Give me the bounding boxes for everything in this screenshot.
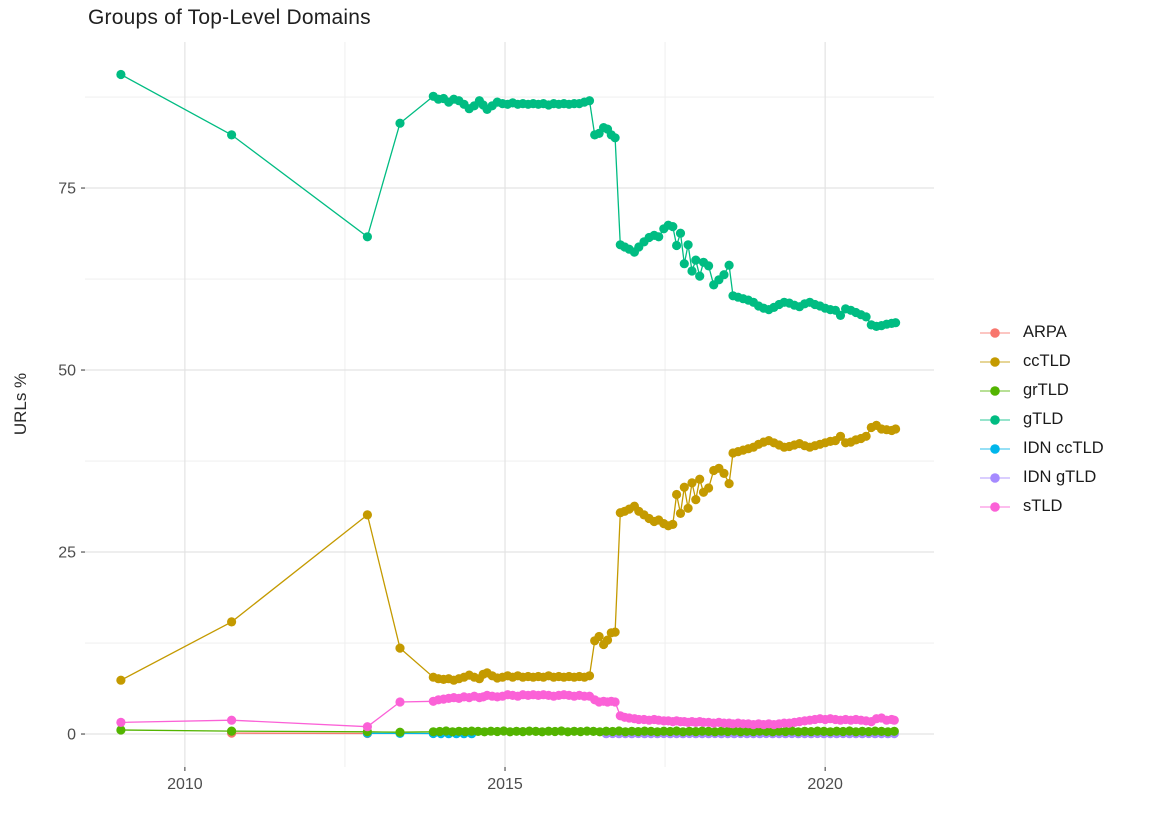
series-grtld [116, 725, 899, 737]
legend-item-gtld: gTLD [978, 405, 1104, 434]
legend: ARPA ccTLD grTLD gTLD IDN ccTLD IDN gTLD sTLD [978, 318, 1104, 521]
legend-item-idn-cctld: IDN ccTLD [978, 434, 1104, 463]
series-stld [116, 690, 899, 732]
svg-text:25: 25 [58, 545, 76, 562]
legend-key-icon [980, 472, 1010, 483]
legend-label: sTLD [1023, 497, 1063, 515]
legend-key-icon [980, 356, 1010, 367]
legend-label: ccTLD [1023, 352, 1071, 370]
legend-label: ARPA [1023, 323, 1067, 341]
legend-key-icon [980, 414, 1010, 425]
series-gtld [116, 69, 901, 331]
legend-label: gTLD [1023, 410, 1064, 428]
series-arpa [227, 728, 372, 739]
svg-text:2015: 2015 [487, 776, 523, 793]
svg-text:75: 75 [58, 181, 76, 198]
legend-item-arpa: ARPA [978, 318, 1104, 347]
svg-text:2020: 2020 [807, 776, 843, 793]
legend-key-icon [980, 327, 1010, 338]
legend-item-cctld: ccTLD [978, 347, 1104, 376]
svg-text:2010: 2010 [167, 776, 203, 793]
legend-key-icon [980, 385, 1010, 396]
svg-text:0: 0 [67, 727, 76, 744]
legend-key-icon [980, 443, 1010, 454]
legend-label: grTLD [1023, 381, 1069, 399]
legend-key-icon [980, 501, 1010, 512]
legend-label: IDN ccTLD [1023, 439, 1104, 457]
legend-item-grtld: grTLD [978, 376, 1104, 405]
chart-title: Groups of Top-Level Domains [88, 6, 371, 29]
legend-label: IDN gTLD [1023, 468, 1097, 486]
series-cctld [116, 420, 901, 685]
legend-item-stld: sTLD [978, 492, 1104, 521]
svg-text:50: 50 [58, 363, 76, 380]
legend-item-idn-gtld: IDN gTLD [978, 463, 1104, 492]
